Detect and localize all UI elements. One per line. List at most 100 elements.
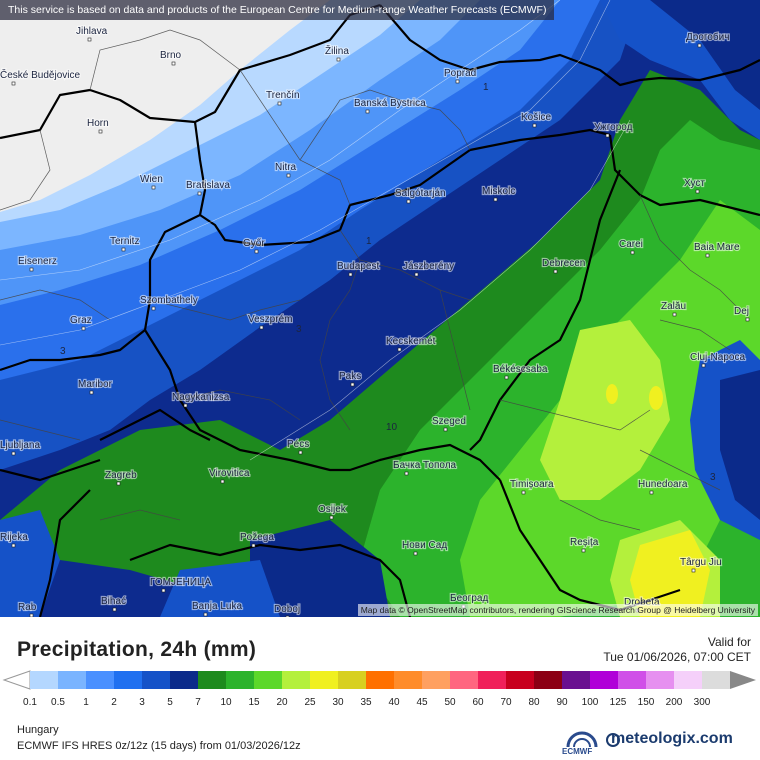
city-dot	[532, 123, 537, 128]
no-precip-area	[0, 0, 330, 212]
city-dot	[183, 403, 188, 408]
city-markers: Jihlava Brno Žilina Poprad Дрогобич České Bud…	[0, 25, 750, 617]
city-marker: Győr	[242, 237, 266, 254]
model-info: ECMWF IFS HRES 0z/12z (15 days) from 01/…	[17, 740, 301, 752]
precip-bosnia-mid	[160, 560, 280, 617]
city-marker: Carei	[618, 238, 644, 255]
city-marker: Timișoara	[509, 478, 555, 495]
city-label: Nagykanizsa	[172, 392, 230, 403]
city-label: Horn	[87, 118, 109, 129]
precip-25mm-spot-2	[649, 386, 663, 410]
city-label: Banská Bystrica	[354, 98, 426, 109]
city-marker: Kecskemét	[385, 335, 437, 352]
precipitation-map[interactable]: Jihlava Brno Žilina Poprad Дрогобич České Bud…	[0, 0, 760, 617]
city-marker: Дрогобич	[685, 30, 731, 48]
city-marker: Graz	[69, 314, 93, 331]
city-label: Békéscsaba	[493, 364, 548, 375]
city-dot	[116, 481, 121, 486]
city-label: Bratislava	[186, 180, 230, 191]
city-label: Budapest	[337, 261, 379, 272]
scale-label: 125	[609, 697, 627, 708]
city-dot	[11, 543, 16, 548]
city-marker: Szeged	[431, 415, 467, 432]
scale-arrow-left	[2, 670, 31, 690]
city-marker: Nagykanizsa	[171, 391, 231, 408]
city-marker: Reșița	[569, 536, 600, 553]
city-label: Jászberény	[403, 261, 454, 272]
city-label: Bihać	[101, 596, 126, 607]
city-dot	[348, 272, 353, 277]
scale-label: 90	[556, 697, 568, 708]
precip-sw-blue	[0, 510, 60, 617]
city-dot	[404, 471, 409, 476]
scale-swatch	[562, 671, 591, 689]
city-label: Dej	[734, 306, 749, 317]
isolines	[0, 0, 631, 461]
city-dot	[286, 173, 291, 178]
city-label: Reșița	[570, 537, 599, 548]
scale-label: 25	[304, 697, 316, 708]
city-label: Târgu Jiu	[680, 557, 722, 568]
city-marker: Miskolc	[481, 185, 516, 202]
scale-swatch	[646, 671, 675, 689]
city-dot	[350, 382, 355, 387]
city-marker: Bihać	[100, 595, 127, 612]
scale-arrow-right	[730, 671, 756, 689]
city-label: ГОМЈЕНИЦА	[150, 577, 211, 588]
city-label: Poprad	[444, 68, 476, 79]
city-dot	[649, 490, 654, 495]
city-dot	[29, 613, 34, 617]
city-label: Brno	[160, 50, 182, 61]
scale-label: 45	[416, 697, 428, 708]
map-svg: Jihlava Brno Žilina Poprad Дрогобич České Bud…	[0, 0, 760, 617]
scale-label: 1	[83, 697, 89, 708]
city-dot	[701, 363, 706, 368]
scale-swatch	[114, 671, 143, 689]
city-marker: Békéscsaba	[492, 363, 549, 380]
city-label: Cluj-Napoca	[690, 352, 745, 363]
city-dot	[413, 551, 418, 556]
city-dot	[705, 253, 710, 258]
scale-swatch	[142, 671, 171, 689]
scale-swatch	[282, 671, 311, 689]
city-dot	[81, 326, 86, 331]
city-marker: Veszprém	[247, 313, 294, 330]
city-marker: Хуст	[683, 177, 706, 194]
city-marker: Horn	[86, 117, 110, 134]
isoline-label: 3	[60, 346, 66, 357]
city-marker: Dej	[733, 305, 750, 322]
meteologix-logo[interactable]: meteologix.com	[611, 730, 733, 747]
city-label: Kecskemét	[386, 336, 436, 347]
city-marker: Budapest	[336, 260, 381, 277]
city-marker: Požega	[239, 531, 275, 548]
city-label: Бачка Топола	[393, 460, 457, 471]
city-marker: Paks	[338, 370, 362, 387]
city-marker: Debrecen	[541, 257, 586, 274]
scale-swatch	[506, 671, 535, 689]
city-marker: České Budějovice	[0, 67, 82, 86]
city-marker: Banská Bystrica	[353, 97, 427, 114]
scale-swatch	[590, 671, 619, 689]
scale-swatch	[394, 671, 423, 689]
city-dot	[691, 568, 696, 573]
isoline-labels: 1 1 3 3 10 3	[60, 82, 716, 483]
city-dot	[151, 185, 156, 190]
city-label: Хуст	[684, 178, 705, 189]
scale-swatch	[30, 671, 59, 689]
city-label: Eisenerz	[18, 256, 57, 267]
color-scale	[2, 670, 756, 690]
city-dot	[197, 191, 202, 196]
meteologix-logo-icon	[606, 733, 620, 747]
ecmwf-logo-icon	[566, 731, 598, 748]
city-dot	[745, 317, 750, 322]
city-marker: Нови Сад	[401, 539, 448, 556]
city-marker: Ternitz	[109, 235, 141, 252]
city-marker: Zagreb	[104, 469, 138, 486]
legend-title: Precipitation, 24h (mm)	[17, 638, 257, 661]
map-attribution[interactable]: Map data © OpenStreetMap contributors, r…	[357, 604, 758, 616]
scale-label: 60	[472, 697, 484, 708]
city-marker: Cluj-Napoca	[689, 351, 747, 368]
city-label: Paks	[339, 371, 361, 382]
scale-swatch	[310, 671, 339, 689]
city-label: Salgótarján	[395, 188, 446, 199]
